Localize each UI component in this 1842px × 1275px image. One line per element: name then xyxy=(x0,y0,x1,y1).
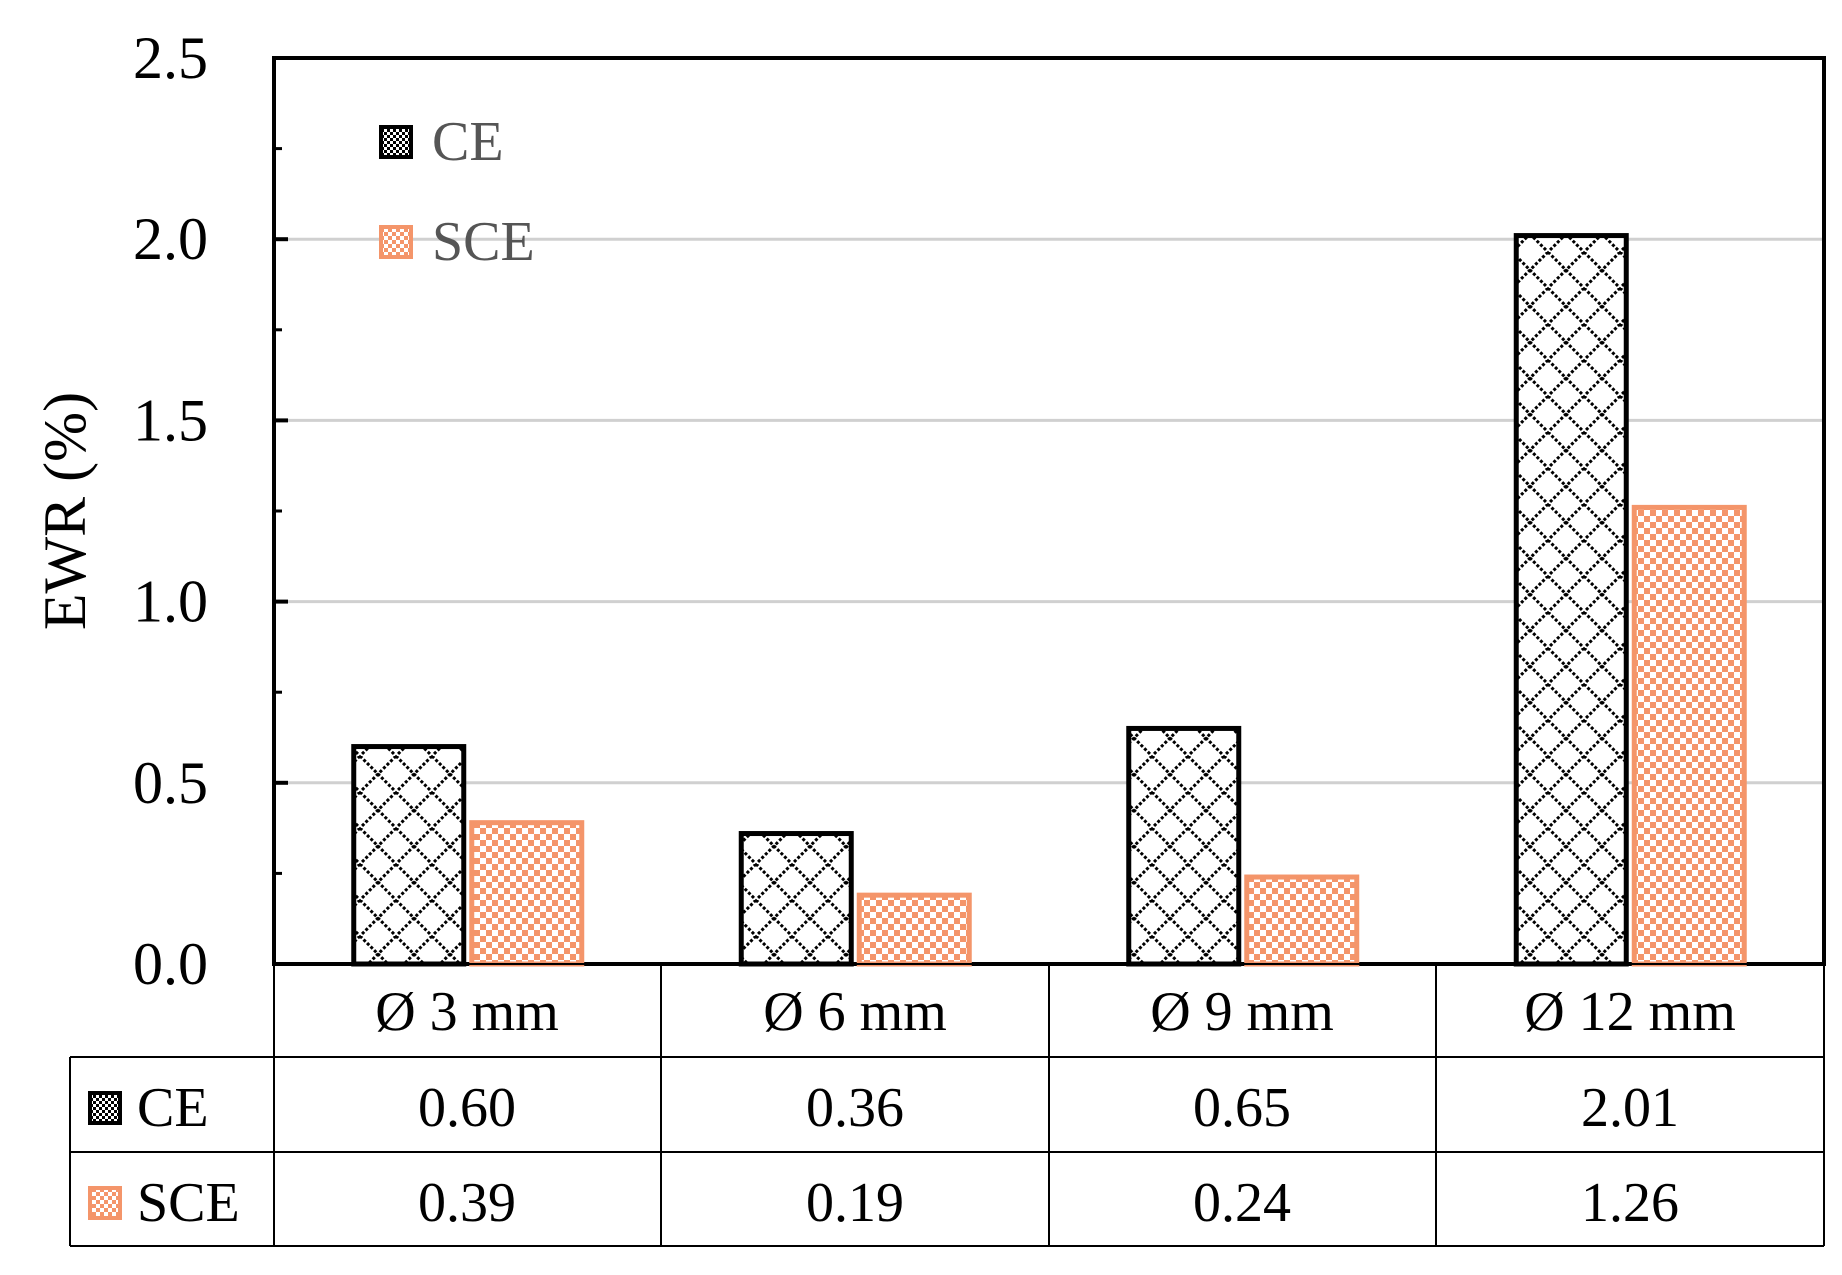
bar-ce xyxy=(1126,725,1242,967)
legend-swatch-sce xyxy=(379,225,413,259)
y-axis: 0.0 0.5 1.0 1.5 2.0 2.5 xyxy=(133,25,288,997)
y-tick-label: 1.0 xyxy=(133,569,208,635)
table-value-sce: 0.39 xyxy=(418,1172,516,1234)
category-label: Ø 9 mm xyxy=(1150,981,1334,1043)
table-value-ce: 0.65 xyxy=(1193,1077,1291,1139)
table-swatch-ce xyxy=(88,1091,122,1125)
category-label: Ø 12 mm xyxy=(1524,981,1736,1043)
bar-ce xyxy=(1513,233,1629,967)
y-tick-label: 1.5 xyxy=(133,387,208,453)
bars xyxy=(351,233,1747,967)
data-table: Ø 3 mm Ø 6 mm Ø 9 mm Ø 12 mm CE SCE 0.60… xyxy=(69,963,1825,1247)
table-value-sce: 1.26 xyxy=(1581,1172,1679,1234)
table-value-ce: 0.60 xyxy=(418,1077,516,1139)
bar-sce xyxy=(1631,504,1747,967)
legend-label-ce: CE xyxy=(432,111,504,173)
table-row-label-ce: CE xyxy=(137,1077,209,1139)
y-axis-title: EWR (%) xyxy=(32,392,98,630)
y-tick-label: 2.5 xyxy=(133,25,208,91)
y-tick-label: 2.0 xyxy=(133,206,208,272)
category-label: Ø 6 mm xyxy=(763,981,947,1043)
bar-ce xyxy=(351,744,467,967)
table-value-sce: 0.24 xyxy=(1193,1172,1291,1234)
legend-label-sce: SCE xyxy=(432,211,535,273)
category-label: Ø 3 mm xyxy=(375,981,559,1043)
bar-sce xyxy=(469,820,585,967)
y-tick-label: 0.5 xyxy=(133,750,208,816)
table-swatch-sce xyxy=(88,1186,122,1220)
bar-sce xyxy=(856,892,972,967)
table-value-ce: 2.01 xyxy=(1581,1077,1679,1139)
table-value-ce: 0.36 xyxy=(806,1077,904,1139)
y-tick-label: 0.0 xyxy=(133,931,208,997)
legend: CE SCE xyxy=(379,111,535,273)
bar-sce xyxy=(1244,874,1360,967)
table-row-label-sce: SCE xyxy=(137,1172,240,1234)
bar-ce xyxy=(738,831,854,967)
legend-swatch-ce xyxy=(379,125,413,159)
table-value-sce: 0.19 xyxy=(806,1172,904,1234)
